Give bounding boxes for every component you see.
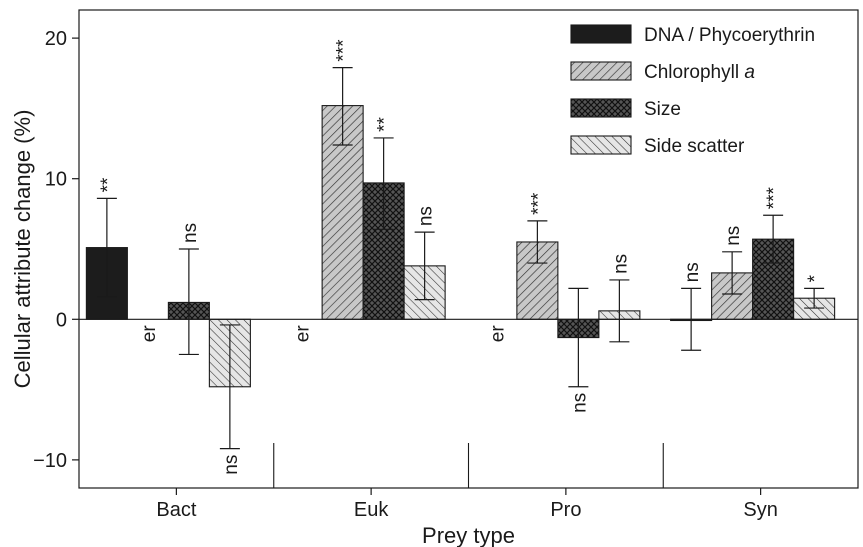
significance-label: ***	[528, 192, 549, 215]
y-tick-label: 20	[45, 28, 67, 50]
legend-label: Chlorophyll a	[644, 62, 755, 83]
y-tick-label: 0	[56, 309, 67, 331]
significance-label: ns	[682, 262, 703, 282]
y-axis-ticks: −10 0 10 20	[33, 28, 79, 472]
legend-label: Side scatter	[644, 136, 745, 157]
significance-label: er	[293, 325, 314, 343]
y-axis-label: Cellular attribute change (%)	[10, 110, 35, 389]
significance-label: **	[98, 177, 119, 192]
legend: DNA / Phycoerythrin Chlorophyll a Size Side…	[570, 24, 815, 157]
x-tick-label: Bact	[156, 499, 196, 521]
legend-label-text: Side scatter	[644, 136, 745, 157]
significance-label: ns	[569, 393, 590, 413]
x-axis-ticks: Bact Euk Pro Syn	[156, 488, 778, 521]
significance-label: er	[487, 325, 508, 343]
x-tick-label: Euk	[354, 499, 389, 521]
axes: −10 0 10 20 Bact Euk Pro Syn	[33, 9, 859, 521]
legend-swatch	[570, 135, 632, 155]
x-tick-label: Pro	[550, 499, 581, 521]
y-tick-label: −10	[33, 450, 67, 472]
significance-label: ns	[723, 226, 744, 246]
legend-label: Size	[644, 99, 681, 120]
y-tick-label: 10	[45, 169, 67, 191]
significance-label: ***	[334, 39, 355, 62]
x-tick-label: Syn	[743, 499, 777, 521]
significance-label: ns	[416, 206, 437, 226]
group-dividers	[273, 443, 664, 488]
legend-label-text: Size	[644, 99, 681, 120]
significance-label: *	[805, 274, 826, 282]
legend-label: DNA / Phycoerythrin	[644, 25, 815, 46]
significance-label: ns	[221, 455, 242, 475]
significance-label: er	[139, 325, 160, 343]
significance-label: ***	[764, 186, 785, 209]
x-axis-label: Prey type	[422, 523, 515, 547]
significance-label: ns	[610, 254, 631, 274]
legend-label-text: DNA / Phycoerythrin	[644, 25, 815, 46]
significance-label: **	[375, 117, 396, 132]
legend-swatch	[570, 98, 632, 118]
significance-label: ns	[180, 223, 201, 243]
legend-label-text: Chlorophyll	[644, 62, 739, 83]
legend-swatch	[570, 24, 632, 44]
legend-swatch	[570, 61, 632, 81]
legend-label-italic: a	[739, 62, 755, 83]
